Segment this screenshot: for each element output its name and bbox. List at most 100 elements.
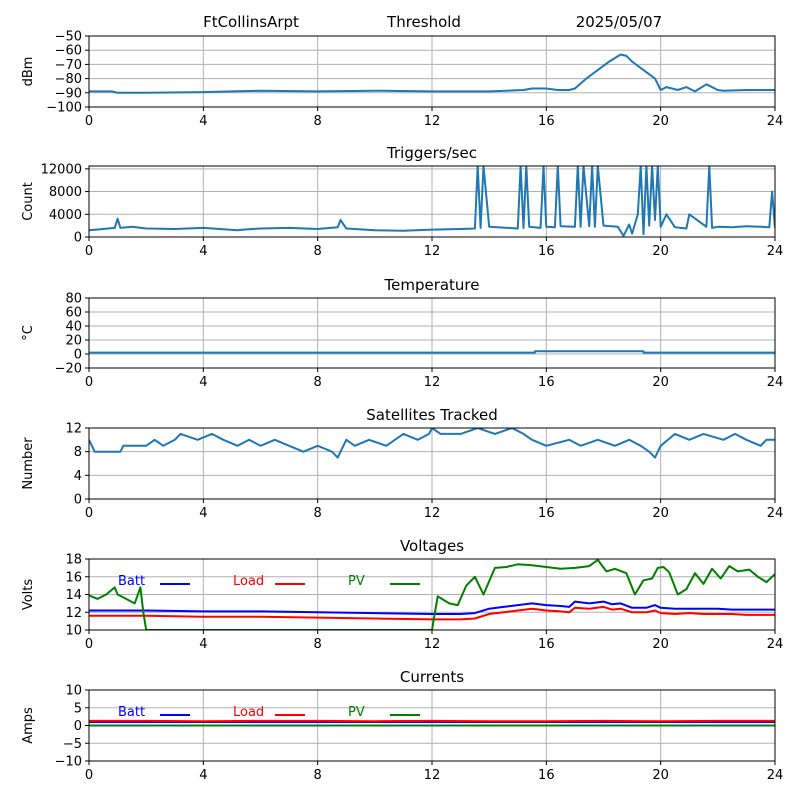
x-tick-label: 20 — [652, 637, 669, 652]
panel-title: Satellites Tracked — [366, 406, 497, 424]
chart-panel-4: 0 4 8 12 16 20 24 0 4 8 12 Satellites Tracked Number — [21, 406, 783, 521]
x-tick-label: 4 — [199, 114, 207, 129]
y-axis-label: Count — [21, 182, 36, 221]
x-tick-label: 20 — [652, 244, 669, 259]
series-line-batt — [89, 600, 775, 615]
x-tick-label: 24 — [767, 637, 784, 652]
date-label: 2025/05/07 — [576, 13, 662, 31]
x-tick-label: 20 — [652, 375, 669, 390]
y-tick-label: 60 — [65, 306, 82, 321]
y-tick-label: 16 — [65, 570, 82, 585]
y-tick-label: 80 — [65, 292, 82, 307]
x-tick-label: 16 — [538, 244, 555, 259]
y-axis-label: Number — [21, 437, 36, 490]
y-tick-label: 4 — [74, 469, 82, 484]
legend-label-load: Load — [233, 574, 264, 589]
x-tick-label: 4 — [199, 506, 207, 521]
y-tick-label: 40 — [65, 320, 82, 335]
chart-panel-6: 0 4 8 12 16 20 24 −10 −5 0 5 10 Currents Amps Batt Load… — [21, 668, 783, 783]
x-tick-label: 0 — [85, 637, 93, 652]
x-tick-label: 4 — [199, 768, 207, 783]
chart-panel-5: 0 4 8 12 16 20 24 10 12 14 16 18 Voltages Volts Batt Lo… — [21, 537, 783, 652]
legend-label-batt: Batt — [118, 705, 145, 720]
chart-panel-2: 0 4 8 12 16 20 24 0 4000 8000 12000 Triggers/sec Cou… — [21, 144, 783, 259]
x-tick-label: 24 — [767, 768, 784, 783]
chart-panel-1: 0 4 8 12 16 20 24 −50−60−70−80−90−100 dBm — [21, 30, 783, 130]
legend-label-pv: PV — [348, 705, 365, 720]
y-axis-label: dBm — [21, 57, 36, 87]
x-tick-label: 8 — [314, 114, 322, 129]
x-tick-label: 24 — [767, 506, 784, 521]
series-line — [89, 428, 775, 459]
y-axis-label: Volts — [21, 579, 36, 611]
x-tick-label: 24 — [767, 375, 784, 390]
panel-title: Temperature — [383, 276, 479, 294]
legend-label-pv: PV — [348, 574, 365, 589]
panel-title: Triggers/sec — [386, 144, 477, 162]
y-tick-label: 12 — [65, 422, 82, 437]
y-axis-label: Amps — [21, 707, 36, 744]
y-tick-label: 12000 — [41, 162, 82, 177]
x-tick-label: 8 — [314, 244, 322, 259]
panel-title: Voltages — [400, 537, 464, 555]
y-tick-label: 8000 — [49, 185, 82, 200]
x-tick-label: 16 — [538, 637, 555, 652]
y-tick-label: 10 — [65, 624, 82, 639]
y-tick-label: 0 — [74, 719, 82, 734]
x-tick-label: 8 — [314, 768, 322, 783]
y-tick-label: 0 — [74, 231, 82, 246]
y-tick-label: 14 — [65, 588, 82, 603]
x-tick-label: 20 — [652, 114, 669, 129]
x-tick-label: 4 — [199, 244, 207, 259]
y-axis-label: °C — [21, 325, 36, 341]
x-tick-label: 24 — [767, 114, 784, 129]
x-tick-label: 16 — [538, 375, 555, 390]
x-tick-label: 8 — [314, 375, 322, 390]
x-tick-label: 16 — [538, 114, 555, 129]
x-tick-label: 20 — [652, 768, 669, 783]
legend-label-load: Load — [233, 705, 264, 720]
x-tick-label: 8 — [314, 506, 322, 521]
y-tick-label: 8 — [74, 445, 82, 460]
x-tick-label: 4 — [199, 637, 207, 652]
y-tick-label: 18 — [65, 553, 82, 568]
x-tick-label: 12 — [424, 637, 441, 652]
y-tick-label: 4000 — [49, 208, 82, 223]
series-line — [89, 53, 775, 94]
x-tick-label: 0 — [85, 375, 93, 390]
x-tick-label: 12 — [424, 244, 441, 259]
y-tick-label: 10 — [65, 684, 82, 699]
y-tick-label: 20 — [65, 334, 82, 349]
series-line — [89, 350, 775, 354]
x-tick-label: 0 — [85, 768, 93, 783]
x-tick-label: 12 — [424, 114, 441, 129]
x-tick-label: 16 — [538, 506, 555, 521]
y-tick-label: −5 — [63, 737, 82, 752]
x-tick-label: 0 — [85, 506, 93, 521]
y-tick-label: −50 — [55, 30, 82, 45]
y-tick-label: −80 — [55, 72, 82, 87]
x-tick-label: 20 — [652, 506, 669, 521]
series-line — [89, 166, 775, 237]
x-tick-label: 12 — [424, 375, 441, 390]
panel-title: Threshold — [386, 13, 461, 31]
y-tick-label: 12 — [65, 606, 82, 621]
y-tick-label: −60 — [55, 44, 82, 59]
series-line-load — [89, 605, 775, 621]
series-line-pv — [89, 559, 775, 630]
y-tick-label: −100 — [46, 101, 82, 116]
x-tick-label: 12 — [424, 506, 441, 521]
y-tick-label: 5 — [74, 701, 82, 716]
x-tick-label: 0 — [85, 114, 93, 129]
y-tick-label: 0 — [74, 348, 82, 363]
y-tick-label: −20 — [55, 362, 82, 377]
y-tick-label: −10 — [55, 755, 82, 770]
x-tick-label: 4 — [199, 375, 207, 390]
station-name: FtCollinsArpt — [203, 13, 299, 31]
x-tick-label: 16 — [538, 768, 555, 783]
x-tick-label: 24 — [767, 244, 784, 259]
y-tick-label: 0 — [74, 493, 82, 508]
